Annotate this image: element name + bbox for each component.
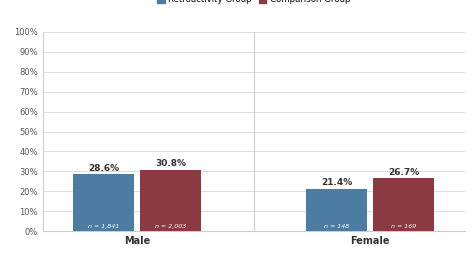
Text: n = 169: n = 169 [391, 224, 416, 229]
Text: 21.4%: 21.4% [321, 178, 352, 187]
Bar [73, 174, 134, 231]
Text: n = 2,003: n = 2,003 [155, 224, 186, 229]
Text: n = 148: n = 148 [324, 224, 349, 229]
Legend: Retroactivity Group, Comparison Group: Retroactivity Group, Comparison Group [154, 0, 354, 8]
Bar [373, 178, 434, 231]
Text: 30.8%: 30.8% [155, 159, 186, 169]
Bar [306, 189, 367, 231]
Text: 28.6%: 28.6% [88, 164, 119, 173]
Text: n = 1,841: n = 1,841 [88, 224, 119, 229]
Bar [140, 170, 201, 231]
Text: 26.7%: 26.7% [388, 168, 419, 177]
